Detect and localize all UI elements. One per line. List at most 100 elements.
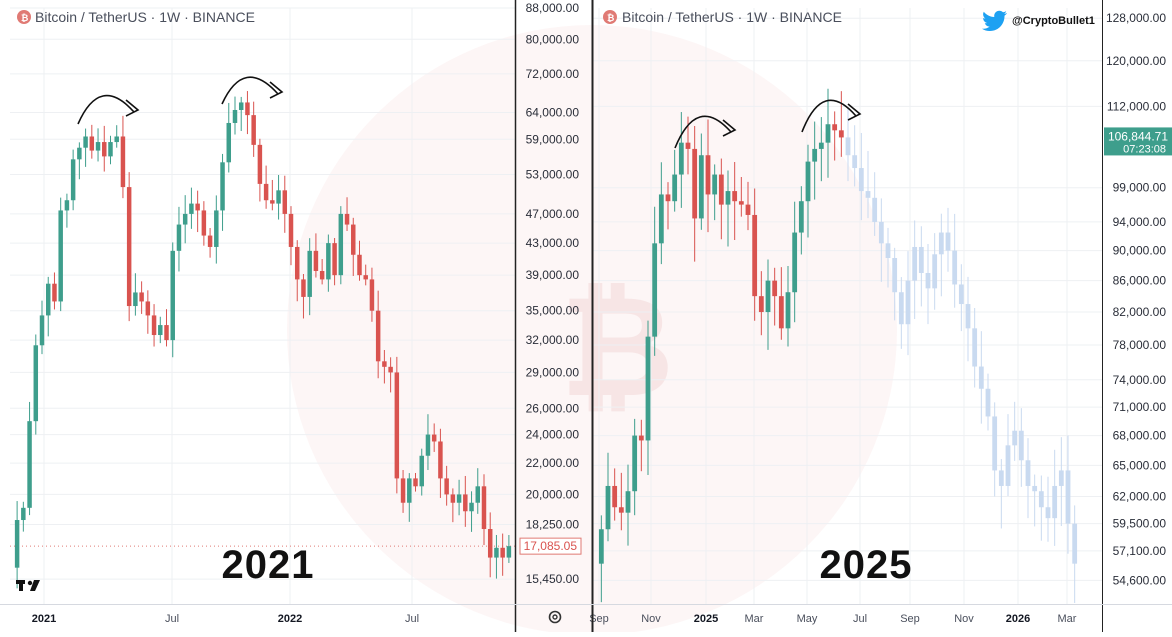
candle-body bbox=[33, 345, 39, 422]
projected-candle bbox=[1038, 475, 1044, 541]
candle-body bbox=[858, 168, 864, 192]
candle-body bbox=[351, 224, 356, 255]
candle bbox=[21, 501, 26, 532]
price-axis-tick: 78,000.00 bbox=[1113, 338, 1167, 352]
candle-body bbox=[438, 441, 443, 479]
candle-body bbox=[475, 486, 481, 503]
time-axis-tick: 2021 bbox=[32, 613, 56, 625]
candle bbox=[431, 423, 437, 452]
candle bbox=[605, 452, 611, 542]
candle-body bbox=[282, 190, 288, 214]
candle-body bbox=[357, 254, 362, 276]
price-axis-tick: 90,000.00 bbox=[1113, 244, 1167, 258]
candle-body bbox=[450, 494, 456, 503]
current-price-label: 106,844.71 bbox=[1108, 129, 1168, 143]
candle bbox=[270, 179, 275, 211]
candle bbox=[698, 133, 704, 230]
candle-body bbox=[1045, 507, 1051, 519]
candle-body bbox=[164, 325, 169, 341]
gear-icon[interactable] bbox=[548, 610, 562, 624]
candle-body bbox=[102, 142, 107, 157]
candle-body bbox=[998, 470, 1004, 486]
right-symbol-header[interactable]: ₿ Bitcoin / TetherUS · 1W · BINANCE bbox=[603, 9, 842, 25]
candle-body bbox=[978, 366, 984, 389]
projected-candle bbox=[1045, 476, 1051, 542]
svg-text:₿: ₿ bbox=[607, 13, 614, 23]
time-axis-tick: Jul bbox=[405, 613, 419, 625]
candle-body bbox=[1018, 430, 1024, 461]
candle bbox=[838, 91, 844, 157]
candle bbox=[652, 206, 658, 356]
candle-body bbox=[852, 155, 858, 169]
price-axis-tick: 29,000.00 bbox=[526, 365, 580, 379]
candle-body bbox=[413, 478, 418, 487]
bitcoin-symbol-icon bbox=[17, 10, 31, 24]
candle bbox=[665, 182, 671, 230]
candle-body bbox=[838, 130, 844, 138]
price-axis-tick: 20,000.00 bbox=[526, 487, 580, 501]
twitter-bird-icon bbox=[981, 10, 1007, 31]
candle bbox=[313, 233, 319, 278]
projected-candle bbox=[945, 207, 951, 272]
last-price-label: 17,085.05 bbox=[524, 539, 578, 553]
curved-arrow-annotation bbox=[801, 99, 862, 133]
price-axis-tick: 74,000.00 bbox=[1113, 373, 1167, 387]
candle-body bbox=[945, 232, 951, 251]
time-axis-tick: May bbox=[797, 613, 818, 625]
candle-body bbox=[692, 148, 698, 219]
candle-body bbox=[39, 315, 45, 346]
price-axis-tick: 128,000.00 bbox=[1106, 11, 1166, 25]
price-axis-tick: 88,000.00 bbox=[526, 1, 580, 15]
candle bbox=[725, 170, 731, 247]
candle bbox=[792, 201, 798, 323]
projected-candle bbox=[845, 108, 851, 182]
candle-body bbox=[712, 174, 718, 195]
candle-body bbox=[14, 520, 20, 568]
projected-candle bbox=[892, 247, 898, 321]
candle bbox=[438, 428, 443, 498]
candle-body bbox=[772, 280, 778, 297]
arrow-head bbox=[722, 119, 737, 137]
projected-candle bbox=[1052, 449, 1058, 546]
candle bbox=[189, 187, 194, 229]
candle-body bbox=[632, 435, 638, 492]
candle bbox=[450, 488, 456, 523]
projected-candle bbox=[1012, 401, 1018, 461]
candle bbox=[338, 206, 344, 285]
candle bbox=[351, 217, 356, 276]
candle-body bbox=[1058, 470, 1064, 486]
projected-candle bbox=[865, 151, 871, 219]
candle bbox=[108, 135, 113, 165]
price-axis-tick: 43,000.00 bbox=[526, 236, 580, 250]
candle-body bbox=[463, 494, 468, 512]
candle bbox=[758, 271, 764, 336]
candle-body bbox=[878, 221, 884, 244]
projected-candle bbox=[1065, 435, 1071, 554]
candle bbox=[139, 281, 144, 314]
candle bbox=[89, 124, 95, 159]
price-axis-tick: 32,000.00 bbox=[526, 333, 580, 347]
arrow-head bbox=[269, 81, 284, 99]
candle bbox=[201, 201, 207, 246]
price-axis-tick: 59,000.00 bbox=[526, 132, 580, 146]
candle-body bbox=[400, 478, 406, 503]
candle bbox=[765, 259, 771, 350]
candle bbox=[798, 186, 804, 255]
candle bbox=[732, 161, 738, 241]
candle-body bbox=[207, 235, 213, 247]
candle bbox=[319, 258, 325, 285]
projected-candle bbox=[958, 264, 964, 332]
twitter-handle: @CryptoBullet1 bbox=[981, 10, 1095, 31]
candle bbox=[672, 149, 678, 212]
candle-body bbox=[658, 194, 664, 244]
candle-body bbox=[1032, 485, 1038, 492]
candle bbox=[220, 153, 225, 231]
candle-body bbox=[64, 200, 70, 211]
candle bbox=[39, 300, 45, 355]
candle-body bbox=[363, 275, 368, 280]
projected-candle bbox=[952, 213, 958, 308]
candle bbox=[45, 276, 51, 337]
price-axis-tick: 86,000.00 bbox=[1113, 274, 1167, 288]
left-symbol-header[interactable]: ₿ Bitcoin / TetherUS · 1W · BINANCE bbox=[17, 9, 255, 25]
candle-body bbox=[1038, 491, 1044, 508]
